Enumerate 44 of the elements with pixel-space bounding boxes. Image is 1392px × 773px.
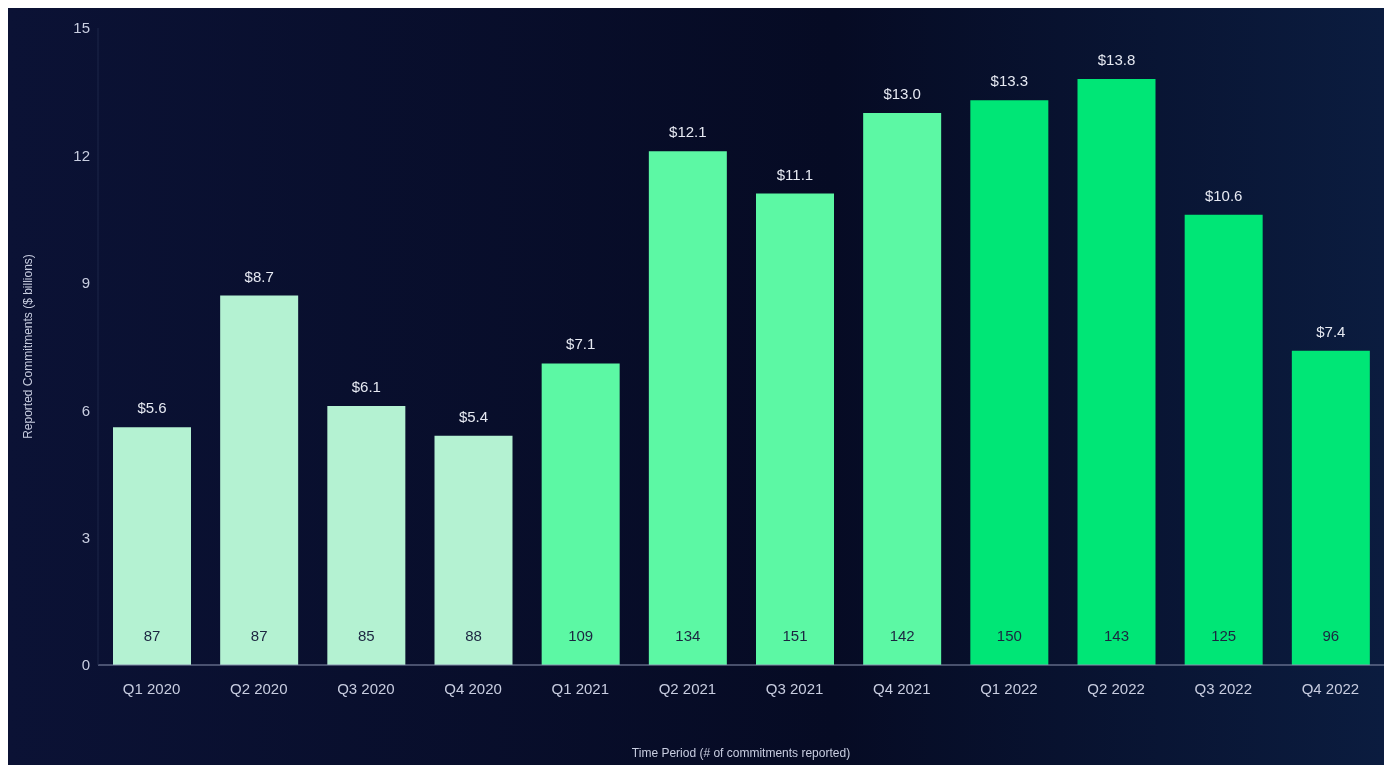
x-tick-label: Q2 2022 xyxy=(1087,679,1145,697)
annotation: 109 xyxy=(568,627,594,644)
x-tick-label: Q2 2021 xyxy=(658,679,717,697)
data-label: $10.6 xyxy=(1204,186,1243,204)
annotation: 143 xyxy=(1103,627,1130,644)
annotation: 85 xyxy=(357,627,375,644)
data-label: $5.4 xyxy=(458,407,489,425)
annotation: 142 xyxy=(889,627,915,644)
annotation: 150 xyxy=(996,627,1022,644)
annotation: 96 xyxy=(1322,627,1340,644)
x-tick-label: Q1 2020 xyxy=(122,679,181,697)
data-label: $7.4 xyxy=(1316,322,1346,340)
y-tick-label: 9 xyxy=(81,274,90,292)
x-tick-label: Q3 2022 xyxy=(1194,679,1253,697)
data-label: $13.3 xyxy=(990,72,1029,90)
x-axis-title: Time Period (# of commitments reported) xyxy=(631,746,851,760)
data-label: $11.1 xyxy=(776,165,814,183)
y-tick-label: 12 xyxy=(73,146,90,164)
x-tick-label: Q4 2022 xyxy=(1301,679,1360,697)
x-tick-label: Q3 2021 xyxy=(765,679,824,697)
y-tick-label: 15 xyxy=(73,19,90,37)
x-tick-label: Q1 2022 xyxy=(980,679,1038,697)
data-label: $13.8 xyxy=(1097,50,1136,68)
x-tick-label: Q4 2021 xyxy=(872,679,931,697)
data-label: $12.1 xyxy=(669,123,707,141)
x-tick-label: Q3 2020 xyxy=(337,679,395,697)
data-label: $6.1 xyxy=(351,377,381,395)
y-axis-title: Reported Commitments ($ billions) xyxy=(21,254,36,439)
data-label: $8.7 xyxy=(244,267,274,285)
y-tick-label: 6 xyxy=(81,401,90,419)
data-label: $13.0 xyxy=(883,84,921,102)
x-tick-label: Q2 2020 xyxy=(229,679,288,697)
annotation: 125 xyxy=(1211,627,1237,644)
y-tick-label: 0 xyxy=(81,656,90,674)
annotation: 151 xyxy=(782,627,808,644)
y-tick-label: 3 xyxy=(81,528,90,546)
data-label: $7.1 xyxy=(566,335,596,353)
annotation: 88 xyxy=(465,627,482,644)
x-tick-label: Q4 2020 xyxy=(444,679,502,697)
annotation: 134 xyxy=(675,627,701,644)
x-tick-label: Q1 2021 xyxy=(551,679,610,697)
data-label: $5.6 xyxy=(137,399,167,417)
annotation: 87 xyxy=(143,627,161,644)
annotation: 87 xyxy=(250,627,268,644)
